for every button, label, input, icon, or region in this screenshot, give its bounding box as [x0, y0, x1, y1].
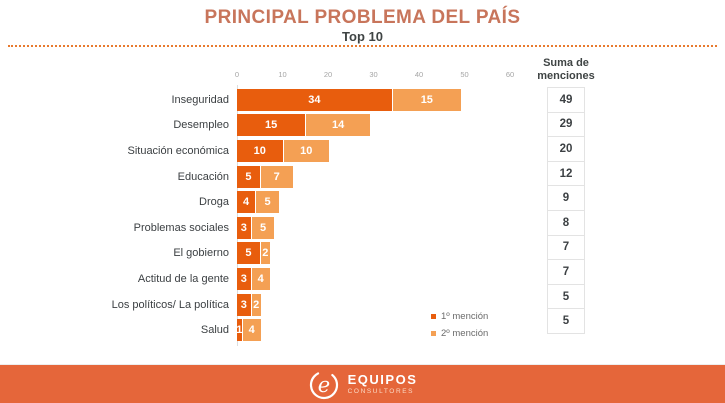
sum-cell: 20 — [547, 136, 585, 162]
chart-row: Educación 5 7 — [0, 164, 515, 190]
sum-cell: 8 — [547, 209, 585, 236]
sum-cell: 12 — [547, 160, 585, 187]
chart-row: Actitud de la gente 3 4 — [0, 266, 515, 292]
category-label: Los políticos/ La política — [111, 298, 229, 311]
bar-segment-first-mention: 10 — [237, 139, 283, 162]
page-title: PRINCIPAL PROBLEMA DEL PAÍS — [204, 7, 521, 28]
bar-segment-second-mention: 4 — [251, 267, 270, 290]
chart-row: Salud 1 4 — [0, 317, 515, 343]
bar-segment-first-mention: 3 — [237, 293, 251, 316]
chart-row: El gobierno 5 2 — [0, 241, 515, 267]
x-tick-label: 50 — [460, 70, 469, 79]
x-tick-label: 60 — [505, 70, 515, 79]
chart-row: Los políticos/ La política 3 2 — [0, 292, 515, 318]
brand-subtitle: CONSULTORES — [347, 387, 415, 395]
brand-text: EQUIPOS CONSULTORES — [348, 373, 418, 395]
sum-cell: 5 — [547, 308, 585, 334]
x-tick-label: 30 — [369, 70, 378, 79]
sum-column-header: Suma de menciones — [537, 57, 595, 82]
x-tick-label: 0 — [234, 70, 240, 79]
legend-item: 2º mención — [431, 325, 488, 342]
sum-cell: 9 — [547, 185, 585, 211]
category-label: El gobierno — [173, 247, 229, 260]
category-label: Problemas sociales — [133, 221, 229, 234]
bar-segment-first-mention: 34 — [237, 88, 392, 111]
bar-segment-first-mention: 3 — [237, 216, 251, 239]
chart-legend: 1º mención 2º mención — [431, 308, 488, 342]
x-axis-ticks: 0 10 20 30 40 50 60 — [0, 70, 725, 80]
x-tick-label: 40 — [414, 70, 424, 79]
bar-segment-first-mention: 1 — [237, 319, 242, 342]
bar-segment-second-mention: 10 — [283, 139, 329, 162]
sum-cell: 29 — [547, 111, 585, 138]
y-axis-line — [237, 85, 238, 346]
dotted-divider — [8, 45, 717, 47]
sum-cell: 5 — [547, 283, 585, 310]
brand-name: EQUIPOS — [347, 372, 418, 388]
bar-segment-second-mention: 15 — [392, 88, 461, 111]
sum-cell: 7 — [547, 259, 585, 285]
x-tick-label: 10 — [278, 70, 287, 79]
bar-segment-second-mention: 5 — [256, 191, 279, 214]
legend-marker-icon — [431, 331, 436, 336]
sum-column: 49 29 20 12 9 8 7 7 5 5 — [547, 87, 585, 334]
svg-text:e: e — [317, 373, 329, 397]
category-label: Droga — [199, 196, 229, 209]
bar-segment-first-mention: 5 — [237, 165, 260, 188]
legend-marker-icon — [431, 314, 436, 319]
bar-segment-first-mention: 5 — [237, 242, 260, 265]
sum-cell: 49 — [547, 87, 585, 113]
bar-segment-second-mention: 5 — [251, 216, 275, 239]
category-label: Actitud de la gente — [137, 272, 229, 285]
legend-label: 1º mención — [441, 311, 489, 322]
legend-item: 1º mención — [431, 308, 488, 325]
bar-segment-first-mention: 3 — [237, 267, 251, 290]
bar-segment-second-mention: 7 — [260, 165, 293, 188]
bar-track: 10 10 — [237, 139, 329, 162]
x-tick-label: 20 — [323, 70, 333, 79]
bar-segment-second-mention: 2 — [251, 293, 261, 316]
legend-label: 2º mención — [441, 328, 489, 339]
stacked-bar-chart: Inseguridad 34 15 Desempleo 15 14 Situación ec… — [0, 87, 515, 343]
bar-track: 34 15 — [237, 88, 461, 111]
category-label: Educación — [177, 170, 229, 183]
chart-row: Desempleo 15 14 — [0, 113, 515, 139]
bar-track: 15 14 — [237, 114, 370, 137]
category-label: Desempleo — [173, 119, 229, 132]
brand-logo: e EQUIPOS CONSULTORES — [308, 369, 418, 401]
category-label: Salud — [200, 324, 229, 337]
footer-band: e EQUIPOS CONSULTORES — [0, 364, 725, 403]
chart-row: Situación económica 10 10 — [0, 138, 515, 164]
bar-segment-first-mention: 15 — [237, 114, 306, 137]
equipos-script-e-icon: e — [309, 370, 338, 399]
category-label: Inseguridad — [171, 93, 230, 106]
bar-segment-second-mention: 4 — [242, 319, 261, 342]
bar-segment-first-mention: 4 — [237, 191, 256, 214]
page-subtitle: Top 10 — [342, 29, 383, 44]
chart-row: Problemas sociales 3 5 — [0, 215, 515, 241]
sum-cell: 7 — [547, 234, 585, 261]
chart-row: Droga 4 5 — [0, 189, 515, 215]
chart-row: Inseguridad 34 15 — [0, 87, 515, 113]
bar-segment-second-mention: 2 — [260, 242, 270, 265]
category-label: Situación económica — [127, 144, 229, 157]
bar-segment-second-mention: 14 — [306, 114, 370, 137]
